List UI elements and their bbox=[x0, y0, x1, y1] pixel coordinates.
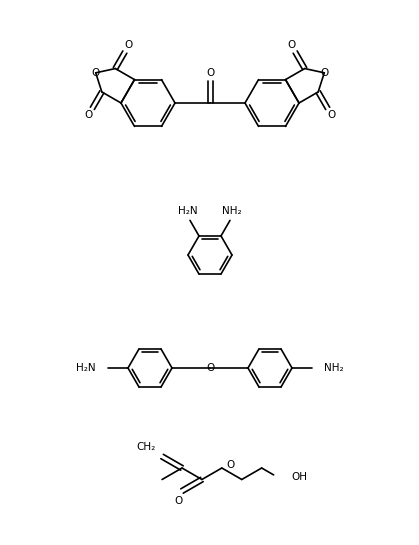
Text: H₂N: H₂N bbox=[178, 207, 198, 216]
Text: CH₂: CH₂ bbox=[137, 441, 156, 451]
Text: O: O bbox=[92, 68, 100, 78]
Text: O: O bbox=[84, 110, 93, 120]
Text: O: O bbox=[320, 68, 328, 78]
Text: O: O bbox=[206, 68, 214, 78]
Text: NH₂: NH₂ bbox=[324, 363, 344, 373]
Text: H₂N: H₂N bbox=[76, 363, 96, 373]
Text: OH: OH bbox=[292, 472, 308, 482]
Text: O: O bbox=[227, 460, 235, 470]
Text: O: O bbox=[287, 40, 295, 50]
Text: NH₂: NH₂ bbox=[222, 207, 242, 216]
Text: O: O bbox=[206, 363, 214, 373]
Text: O: O bbox=[174, 496, 182, 506]
Text: O: O bbox=[125, 40, 133, 50]
Text: O: O bbox=[328, 110, 336, 120]
